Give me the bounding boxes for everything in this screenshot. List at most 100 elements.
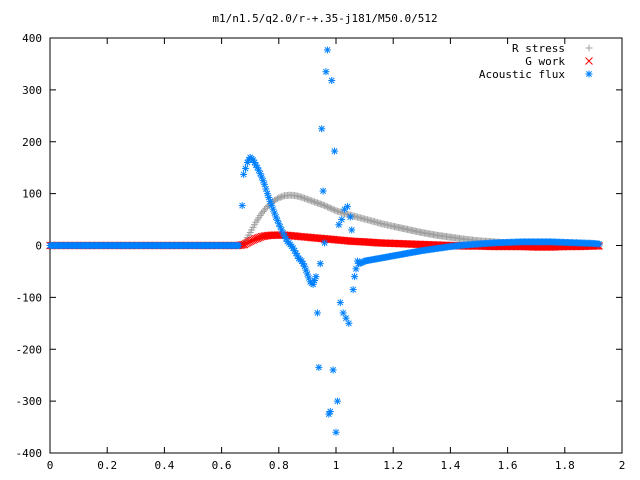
data-point — [321, 239, 329, 247]
data-point — [595, 240, 603, 248]
data-point — [316, 200, 324, 208]
data-point — [329, 205, 337, 213]
data-point — [318, 201, 326, 209]
data-point — [333, 397, 341, 405]
data-point — [323, 46, 331, 54]
data-point — [259, 208, 267, 216]
legend-marker — [585, 70, 593, 78]
data-point — [345, 319, 353, 327]
data-point — [346, 213, 354, 221]
data-point — [322, 202, 330, 210]
data-point — [252, 234, 260, 243]
data-point — [278, 193, 286, 201]
x-tick-label: 1.6 — [498, 459, 518, 472]
data-point — [332, 428, 340, 436]
data-point — [240, 170, 248, 178]
data-point — [312, 198, 320, 206]
legend-label: Acoustic flux — [479, 68, 565, 81]
data-point — [342, 314, 350, 322]
data-point — [315, 199, 323, 207]
y-tick-label: 0 — [35, 240, 42, 253]
data-point — [343, 203, 351, 211]
data-point — [253, 234, 262, 243]
x-tick-label: 0.8 — [269, 459, 289, 472]
data-point — [351, 273, 359, 281]
data-point — [331, 206, 339, 214]
y-tick-label: -300 — [16, 395, 43, 408]
legend-marker — [585, 44, 593, 52]
y-tick-label: 300 — [22, 84, 42, 97]
data-point — [258, 209, 266, 217]
x-tick-label: 0.2 — [97, 459, 117, 472]
data-point — [338, 216, 346, 224]
x-tick-label: 0.4 — [154, 459, 174, 472]
x-tick-label: 2 — [619, 459, 626, 472]
data-point — [348, 226, 356, 234]
data-point — [255, 166, 263, 174]
data-point — [335, 221, 343, 229]
data-point — [349, 286, 357, 294]
data-point — [313, 199, 321, 207]
data-point — [325, 204, 333, 212]
data-point — [254, 233, 263, 242]
data-point — [299, 194, 307, 202]
legend-label: G work — [525, 55, 565, 68]
data-point — [312, 273, 320, 281]
legend-label: R stress — [512, 42, 565, 55]
data-point — [326, 408, 334, 415]
data-point — [315, 363, 323, 371]
data-point — [306, 196, 314, 204]
data-point — [241, 164, 249, 172]
data-point — [261, 206, 268, 214]
data-point — [272, 196, 280, 204]
data-point — [339, 309, 347, 317]
data-point — [323, 203, 331, 211]
data-point — [269, 205, 277, 213]
data-point — [328, 77, 336, 85]
x-tick-label: 1.8 — [555, 459, 575, 472]
data-point — [238, 202, 246, 210]
data-point — [298, 193, 306, 201]
data-point — [319, 201, 327, 209]
data-point — [303, 195, 311, 203]
series-acoustic-flux — [46, 46, 603, 436]
y-tick-label: -100 — [16, 291, 43, 304]
y-tick-label: 100 — [22, 188, 42, 201]
data-point — [311, 198, 319, 206]
data-point — [321, 202, 329, 210]
data-point — [281, 232, 289, 240]
axis-ticks: 0 0.2 0.4 0.6 0.8 1 1.2 1.4 1.6 1.8 2 -400 -300 -200 -… — [16, 32, 626, 472]
data-point — [316, 260, 324, 268]
data-point — [273, 195, 281, 203]
legend-marker — [585, 57, 593, 65]
data-point — [308, 197, 316, 205]
y-tick-label: -200 — [16, 343, 43, 356]
data-point — [235, 242, 243, 249]
data-point — [262, 185, 270, 193]
x-tick-label: 1 — [333, 459, 340, 472]
data-point — [328, 205, 336, 213]
data-point — [279, 192, 287, 200]
data-point — [313, 309, 321, 317]
data-point — [301, 194, 309, 202]
x-tick-label: 1.2 — [383, 459, 403, 472]
x-tick-label: 1.4 — [440, 459, 460, 472]
data-point — [276, 193, 284, 201]
data-point — [275, 194, 283, 202]
chart-title: m1/n1.5/q2.0/r-+.35-j181/M50.0/512 — [212, 12, 437, 25]
data-point — [329, 366, 337, 374]
data-point — [262, 204, 270, 212]
data-point — [322, 68, 330, 76]
data-point — [302, 195, 310, 203]
x-tick-label: 0 — [47, 459, 54, 472]
data-point — [305, 196, 313, 204]
data-point — [352, 265, 360, 273]
y-tick-label: 200 — [22, 136, 42, 149]
data-point — [318, 125, 326, 133]
data-point — [331, 147, 339, 155]
data-point — [271, 196, 279, 204]
data-point — [309, 197, 317, 205]
x-tick-label: 0.6 — [212, 459, 232, 472]
